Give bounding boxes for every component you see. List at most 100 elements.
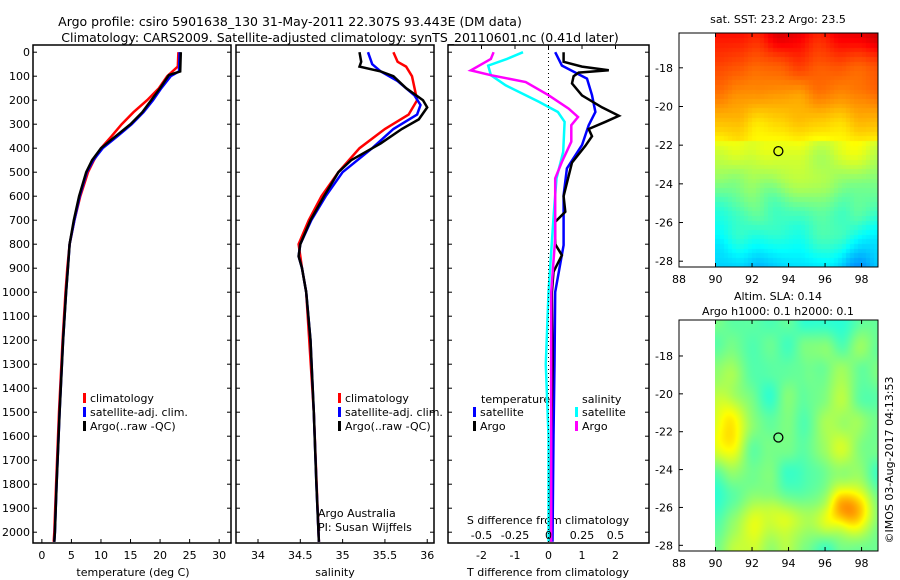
legend-item: satellite — [480, 406, 524, 419]
salinity-tick-label: 35 — [336, 549, 350, 562]
depth-tick-label: 2000 — [2, 526, 30, 539]
sla-map-subtitle: Argo h1000: 0.1 h2000: 0.1 — [702, 305, 854, 318]
tdiff-tick-label: -2 — [476, 549, 487, 562]
map-lat-label: -18 — [655, 350, 673, 363]
tdiff-tick-label: 2 — [612, 549, 619, 562]
legend-item-swatch — [338, 421, 341, 431]
credit-text: ©IMOS 03-Aug-2017 04:13:53 — [883, 377, 896, 544]
depth-tick-label: 1900 — [2, 502, 30, 515]
depth-tick-label: 1700 — [2, 454, 30, 467]
tdiff-tick-label: 0 — [545, 549, 552, 562]
depth-tick-label: 500 — [9, 166, 30, 179]
legend-item-swatch — [338, 407, 341, 417]
sla-map-title: Altim. SLA: 0.14 — [734, 290, 822, 303]
depth-tick-label: 800 — [9, 238, 30, 251]
map-lon-label: 94 — [782, 273, 796, 286]
tdiff-tick-label: -1 — [510, 549, 521, 562]
depth-tick-label: 700 — [9, 214, 30, 227]
depth-tick-label: 1000 — [2, 286, 30, 299]
map-lat-label: -20 — [655, 388, 673, 401]
depth-tick-label: 1600 — [2, 430, 30, 443]
map-lon-label: 96 — [818, 273, 832, 286]
temperature-tick-label: 15 — [124, 549, 138, 562]
map-frame-0 — [678, 32, 879, 268]
profile-line-climatology — [52, 52, 180, 542]
map-lat-label: -24 — [655, 464, 673, 477]
sst-map — [715, 33, 878, 267]
profile-location-marker — [773, 432, 784, 443]
temperature-tick-label: 10 — [94, 549, 108, 562]
temperature-tick-label: 25 — [183, 549, 197, 562]
map-lat-label: -28 — [655, 539, 673, 552]
sla-map — [715, 320, 878, 551]
legend-item: Argo — [480, 420, 506, 433]
legend-item-swatch — [473, 407, 476, 417]
figure-subtitle: Climatology: CARS2009. Satellite-adjuste… — [61, 30, 618, 45]
legend-item-swatch — [338, 393, 341, 403]
legend-item: Argo(..raw -QC) — [90, 420, 176, 433]
legend-item: satellite-adj. clim. — [90, 406, 188, 419]
profile-line-temperature-argo — [548, 52, 622, 542]
map-lat-label: -22 — [655, 426, 673, 439]
legend-item-swatch — [575, 407, 578, 417]
tdiff-xlabel: T difference from climatology — [466, 566, 629, 579]
map-lon-label: 88 — [672, 557, 686, 570]
temperature-xlabel: temperature (deg C) — [76, 566, 189, 579]
map-lat-label: -24 — [655, 178, 673, 191]
sdiff-tick-label: 0.25 — [570, 529, 595, 542]
depth-tick-label: 1300 — [2, 358, 30, 371]
map-lat-label: -22 — [655, 139, 673, 152]
depth-tick-label: 1400 — [2, 382, 30, 395]
map-lat-label: -28 — [655, 255, 673, 268]
legend-item: climatology — [90, 392, 154, 405]
salinity-tick-label: 36 — [420, 549, 434, 562]
tdiff-tick-label: 1 — [579, 549, 586, 562]
map-lat-label: -26 — [655, 501, 673, 514]
legend-item: climatology — [345, 392, 409, 405]
salinity-xlabel: salinity — [315, 566, 355, 579]
legend-item-swatch — [83, 407, 86, 417]
legend-item-swatch — [473, 421, 476, 431]
temperature-tick-label: 5 — [68, 549, 75, 562]
profile-line-argo-raw-qc- — [297, 51, 429, 542]
map-frame-1 — [678, 319, 879, 552]
depth-tick-label: 1800 — [2, 478, 30, 491]
annotation-pi: PI: Susan Wijffels — [318, 521, 412, 534]
profile-line-salinity-argo — [467, 51, 580, 542]
legend-title-salinity: salinity — [582, 393, 622, 406]
legend-item-swatch — [83, 421, 86, 431]
sdiff-tick-label: -0.25 — [501, 529, 529, 542]
map-lon-label: 96 — [818, 557, 832, 570]
sdiff-tick-label: 0 — [545, 529, 552, 542]
map-lon-label: 92 — [745, 273, 759, 286]
map-lat-label: -18 — [655, 62, 673, 75]
temperature-tick-label: 0 — [38, 549, 45, 562]
map-lon-label: 94 — [782, 557, 796, 570]
map-lon-label: 88 — [672, 273, 686, 286]
legend-title-temperature: temperature — [481, 393, 550, 406]
depth-tick-label: 900 — [9, 262, 30, 275]
map-lat-label: -20 — [655, 100, 673, 113]
legend-item: Argo(..raw -QC) — [345, 420, 431, 433]
temperature-tick-label: 30 — [212, 549, 226, 562]
depth-tick-label: 300 — [9, 118, 30, 131]
profile-line-salinity-satellite — [486, 51, 566, 542]
profile-line-satellite-adj-clim- — [53, 52, 181, 542]
depth-tick-label: 100 — [9, 70, 30, 83]
salinity-tick-label: 34.5 — [288, 549, 313, 562]
temperature-tick-label: 20 — [153, 549, 167, 562]
legend-item: Argo — [582, 420, 608, 433]
map-lon-label: 92 — [745, 557, 759, 570]
map-lon-label: 90 — [709, 557, 723, 570]
salinity-tick-label: 35.5 — [373, 549, 398, 562]
depth-tick-label: 1200 — [2, 334, 30, 347]
figure-title: Argo profile: csiro 5901638_130 31-May-2… — [58, 14, 522, 29]
map-lon-label: 90 — [709, 273, 723, 286]
depth-tick-label: 1500 — [2, 406, 30, 419]
plot-frame-1 — [235, 44, 435, 544]
legend-item: satellite-adj. clim. — [345, 406, 443, 419]
map-lat-label: -26 — [655, 217, 673, 230]
legend-item: satellite — [582, 406, 626, 419]
profile-location-marker — [773, 145, 784, 157]
legend-item-swatch — [575, 421, 578, 431]
